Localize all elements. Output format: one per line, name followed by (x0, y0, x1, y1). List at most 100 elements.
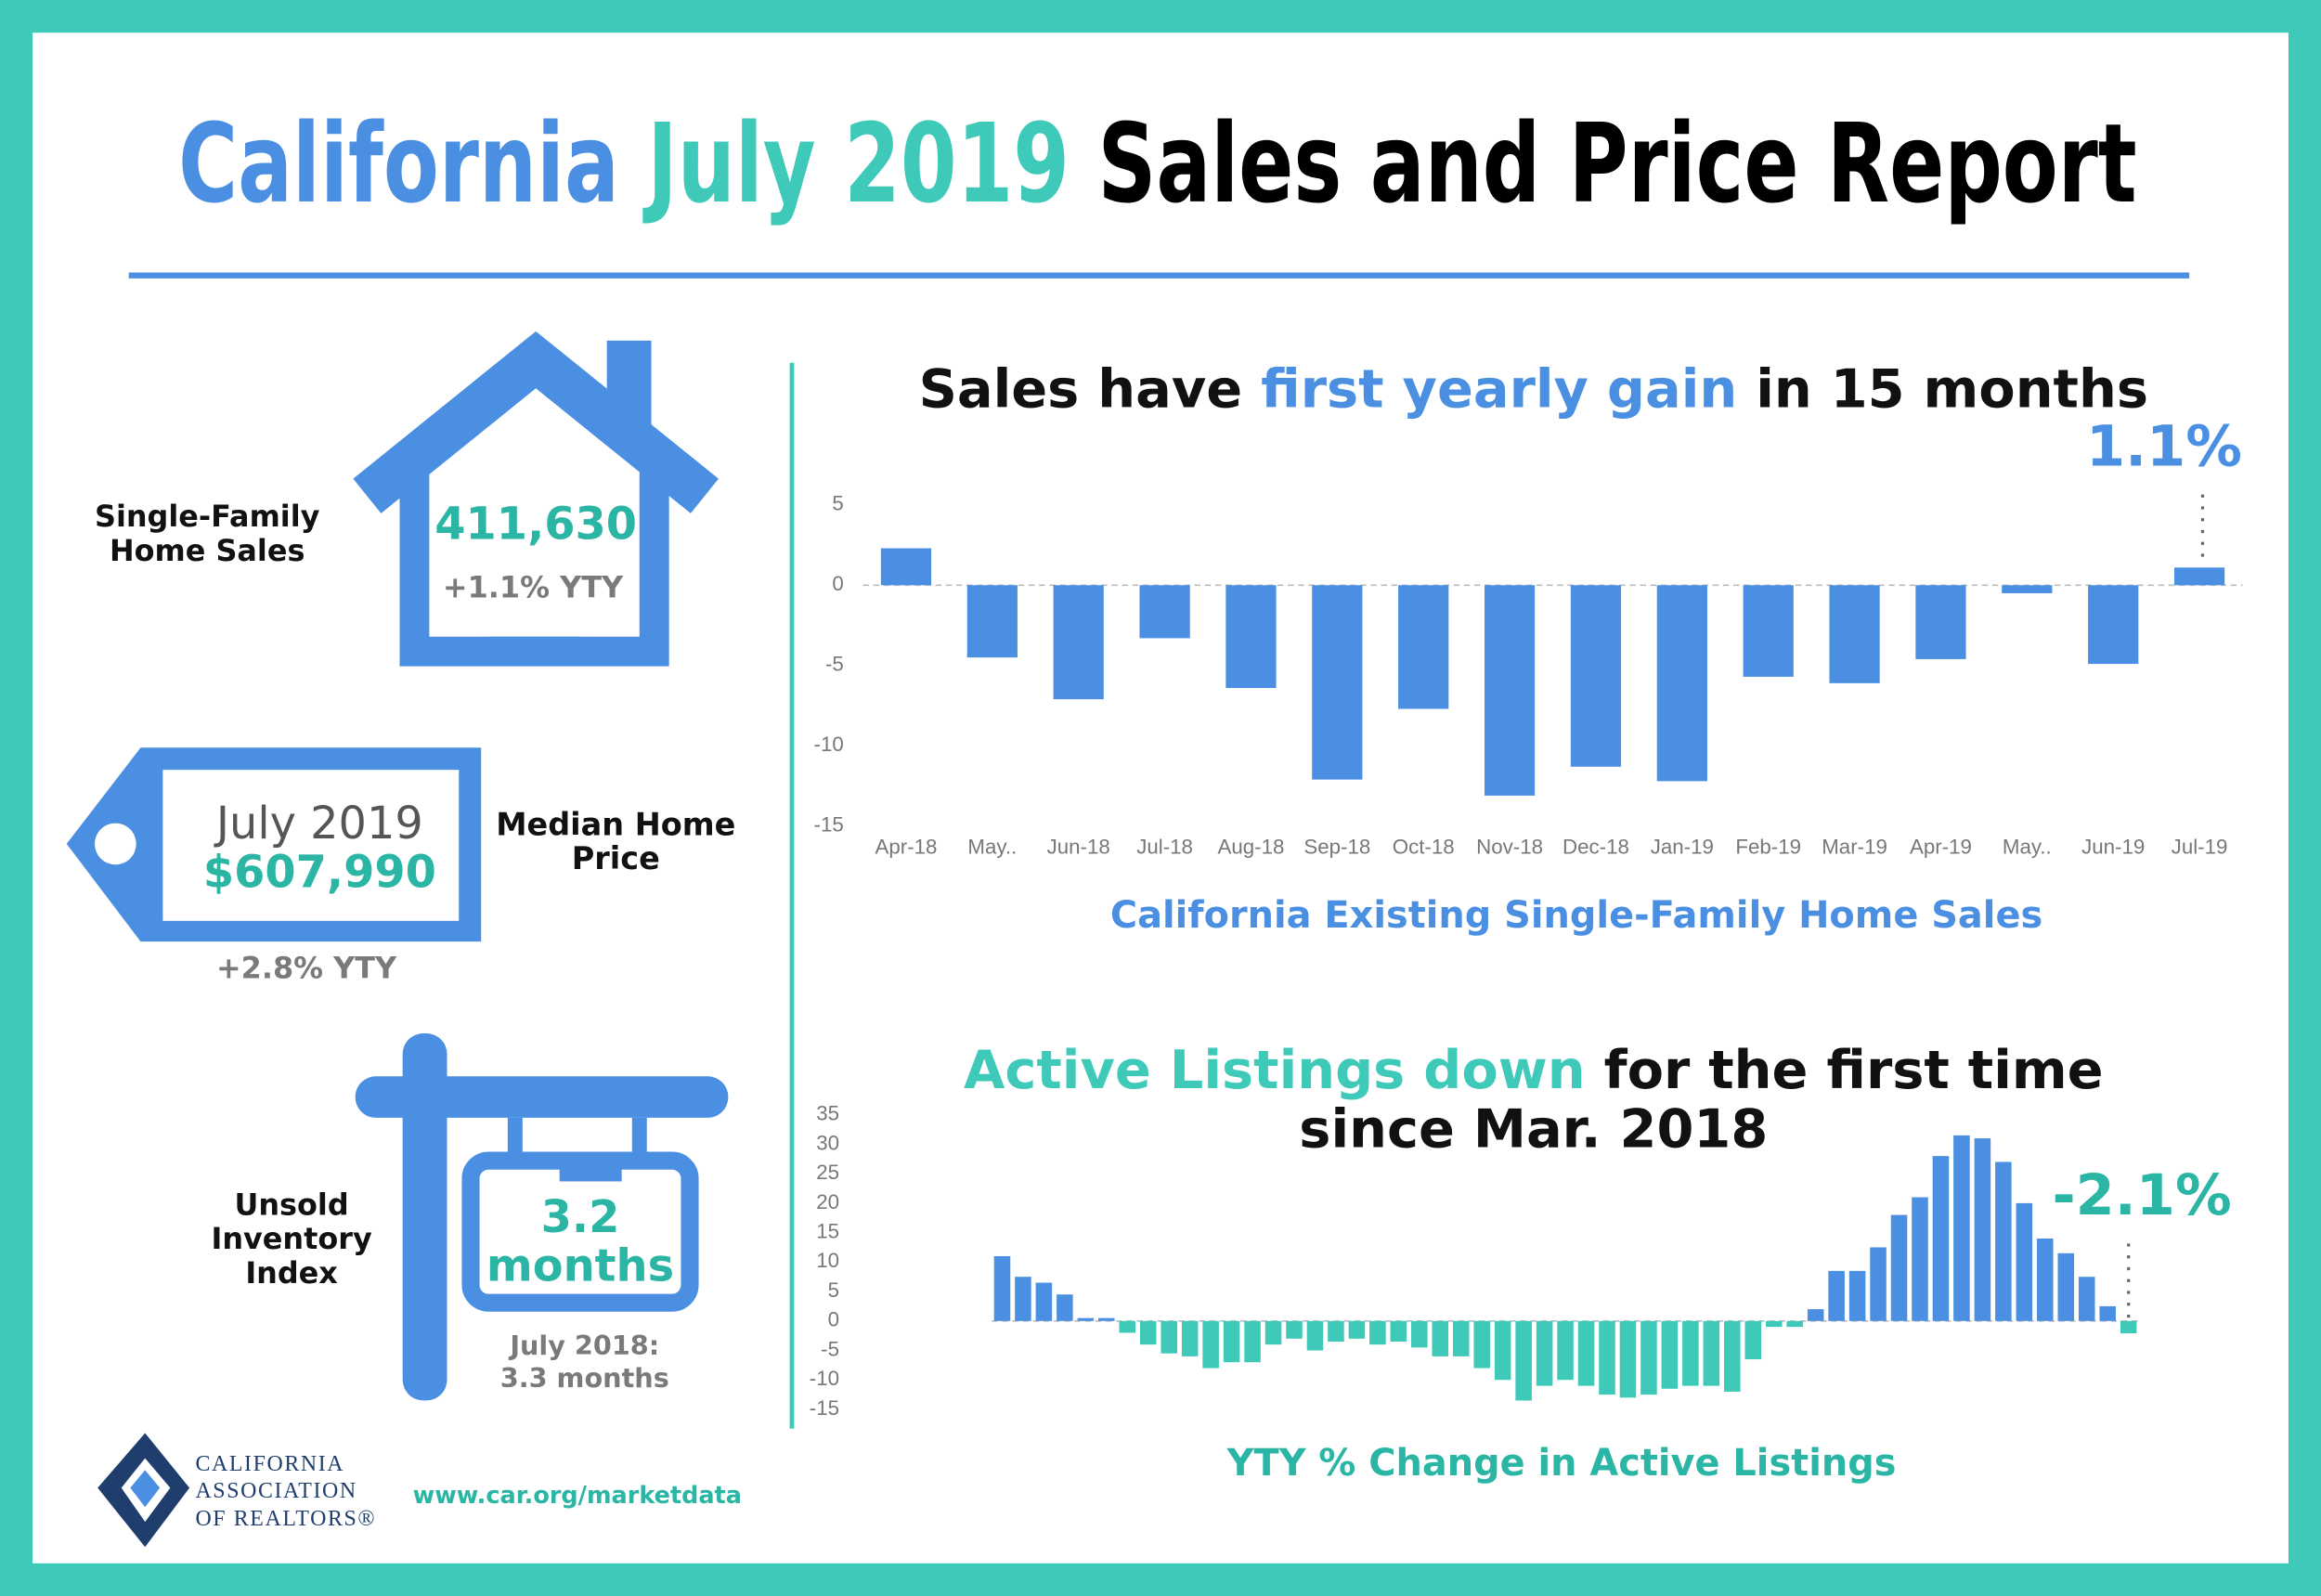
bar (2120, 1320, 2137, 1334)
stat-label: Inventory (211, 1221, 371, 1256)
x-tick-label: Jul-19 (2172, 836, 2228, 859)
y-tick-label: -10 (810, 1367, 839, 1390)
bar (1473, 1320, 1490, 1369)
x-tick-label: Jun-18 (1047, 836, 1110, 859)
x-tick-label: Feb-19 (1735, 836, 1801, 859)
y-tick-label: 10 (816, 1249, 839, 1272)
stat-label: Median Home (496, 806, 735, 842)
y-tick-label: 15 (816, 1220, 839, 1243)
bar (1557, 1320, 1574, 1381)
bar (1286, 1320, 1303, 1339)
chart-title-part: Sales have (919, 357, 1243, 420)
org-name: ASSOCIATION (195, 1479, 357, 1503)
x-tick-label: May.. (967, 836, 1017, 859)
title-part: Sales and Price Report (1097, 101, 2136, 227)
stat-change: +2.8% YTY (216, 950, 397, 985)
x-tick-label: Dec-18 (1562, 836, 1629, 859)
chart-title-part: Active Listings down (964, 1039, 1586, 1101)
stat-value: months (486, 1241, 674, 1292)
bar (1912, 1197, 1928, 1321)
bar (1828, 1270, 1845, 1321)
bar (1181, 1320, 1199, 1356)
chart-title: Active Listings down for the first time (964, 1039, 2104, 1101)
bar (2099, 1305, 2116, 1321)
bar (1570, 585, 1622, 767)
bar (1640, 1320, 1657, 1395)
x-tick-label: Mar-19 (1822, 836, 1887, 859)
chart-caption: YTY % Change in Active Listings (1226, 1442, 1897, 1485)
y-tick-label: 30 (816, 1131, 839, 1154)
bar (1536, 1320, 1553, 1386)
bar (1053, 585, 1104, 700)
bar (1932, 1156, 1950, 1321)
bar (1743, 585, 1794, 677)
bar (1915, 585, 1966, 659)
bar (1348, 1320, 1366, 1339)
annotation: -2.1% (2053, 1163, 2232, 1228)
sign-arm (355, 1076, 729, 1118)
y-tick-label: 35 (816, 1102, 839, 1125)
y-tick-label: 25 (816, 1161, 839, 1184)
bar (1035, 1282, 1053, 1321)
page-title: California July 2019 Sales and Price Rep… (178, 101, 2136, 227)
bar (1619, 1320, 1637, 1398)
bar (1057, 1294, 1073, 1321)
title-group: California July 2019 Sales and Price Rep… (178, 101, 2136, 227)
tag-date: July 2019 (214, 798, 423, 850)
logo (97, 1433, 190, 1548)
y-tick-label: 5 (828, 1278, 839, 1302)
bar (880, 548, 932, 586)
bar (1225, 585, 1277, 689)
y-tick-label: -10 (814, 733, 844, 756)
stat-value: 411,630 (434, 500, 637, 551)
x-tick-label: Sep-18 (1303, 836, 1370, 859)
bar (1223, 1320, 1240, 1363)
bar (1786, 1320, 1803, 1328)
y-tick-label: -5 (821, 1337, 839, 1360)
url: www.car.org/marketdata (413, 1482, 742, 1510)
x-tick-label: Apr-18 (875, 836, 937, 859)
bar (1703, 1320, 1720, 1386)
bar (1264, 1320, 1282, 1345)
tag-face (162, 770, 460, 921)
annotation: 1.1% (2086, 414, 2242, 479)
bar (1890, 1214, 1908, 1321)
bar (1244, 1320, 1261, 1363)
sign-clip (559, 1154, 622, 1182)
stat-change: +1.1% YTY (443, 570, 624, 605)
bar (1656, 585, 1707, 782)
chart-title-part: first yearly gain (1261, 357, 1737, 420)
bar (1312, 585, 1363, 780)
bar (1139, 1320, 1157, 1345)
y-tick-label: -15 (810, 1396, 839, 1420)
bar (1398, 585, 1449, 709)
bar (1077, 1317, 1095, 1321)
x-tick-label: Jun-19 (2081, 836, 2145, 859)
bar (966, 585, 1018, 658)
bar (1390, 1320, 1407, 1343)
bar (1411, 1320, 1428, 1348)
y-tick-label: 0 (832, 572, 843, 595)
chart-title-part: in 15 months (1756, 357, 2148, 420)
y-tick-label: -15 (814, 813, 844, 837)
house-body (399, 444, 669, 667)
bar (1744, 1320, 1762, 1360)
y-tick-label: 0 (828, 1308, 839, 1331)
bar (1328, 1320, 1344, 1343)
chart-title: since Mar. 2018 (1299, 1097, 1768, 1160)
x-tick-label: Nov-18 (1476, 836, 1543, 859)
bar (1974, 1138, 1991, 1321)
bar (1202, 1320, 1219, 1369)
bar (993, 1255, 1011, 1321)
y-tick-label: 5 (832, 492, 843, 515)
stat-previous: July 2018: (508, 1330, 659, 1361)
bar (2078, 1277, 2095, 1321)
bar (1139, 585, 1190, 639)
x-tick-label: May.. (2003, 836, 2052, 859)
bar (1848, 1270, 1866, 1321)
bar (1369, 1320, 1386, 1345)
chart-title: Sales have first yearly gain in 15 month… (919, 357, 2148, 420)
